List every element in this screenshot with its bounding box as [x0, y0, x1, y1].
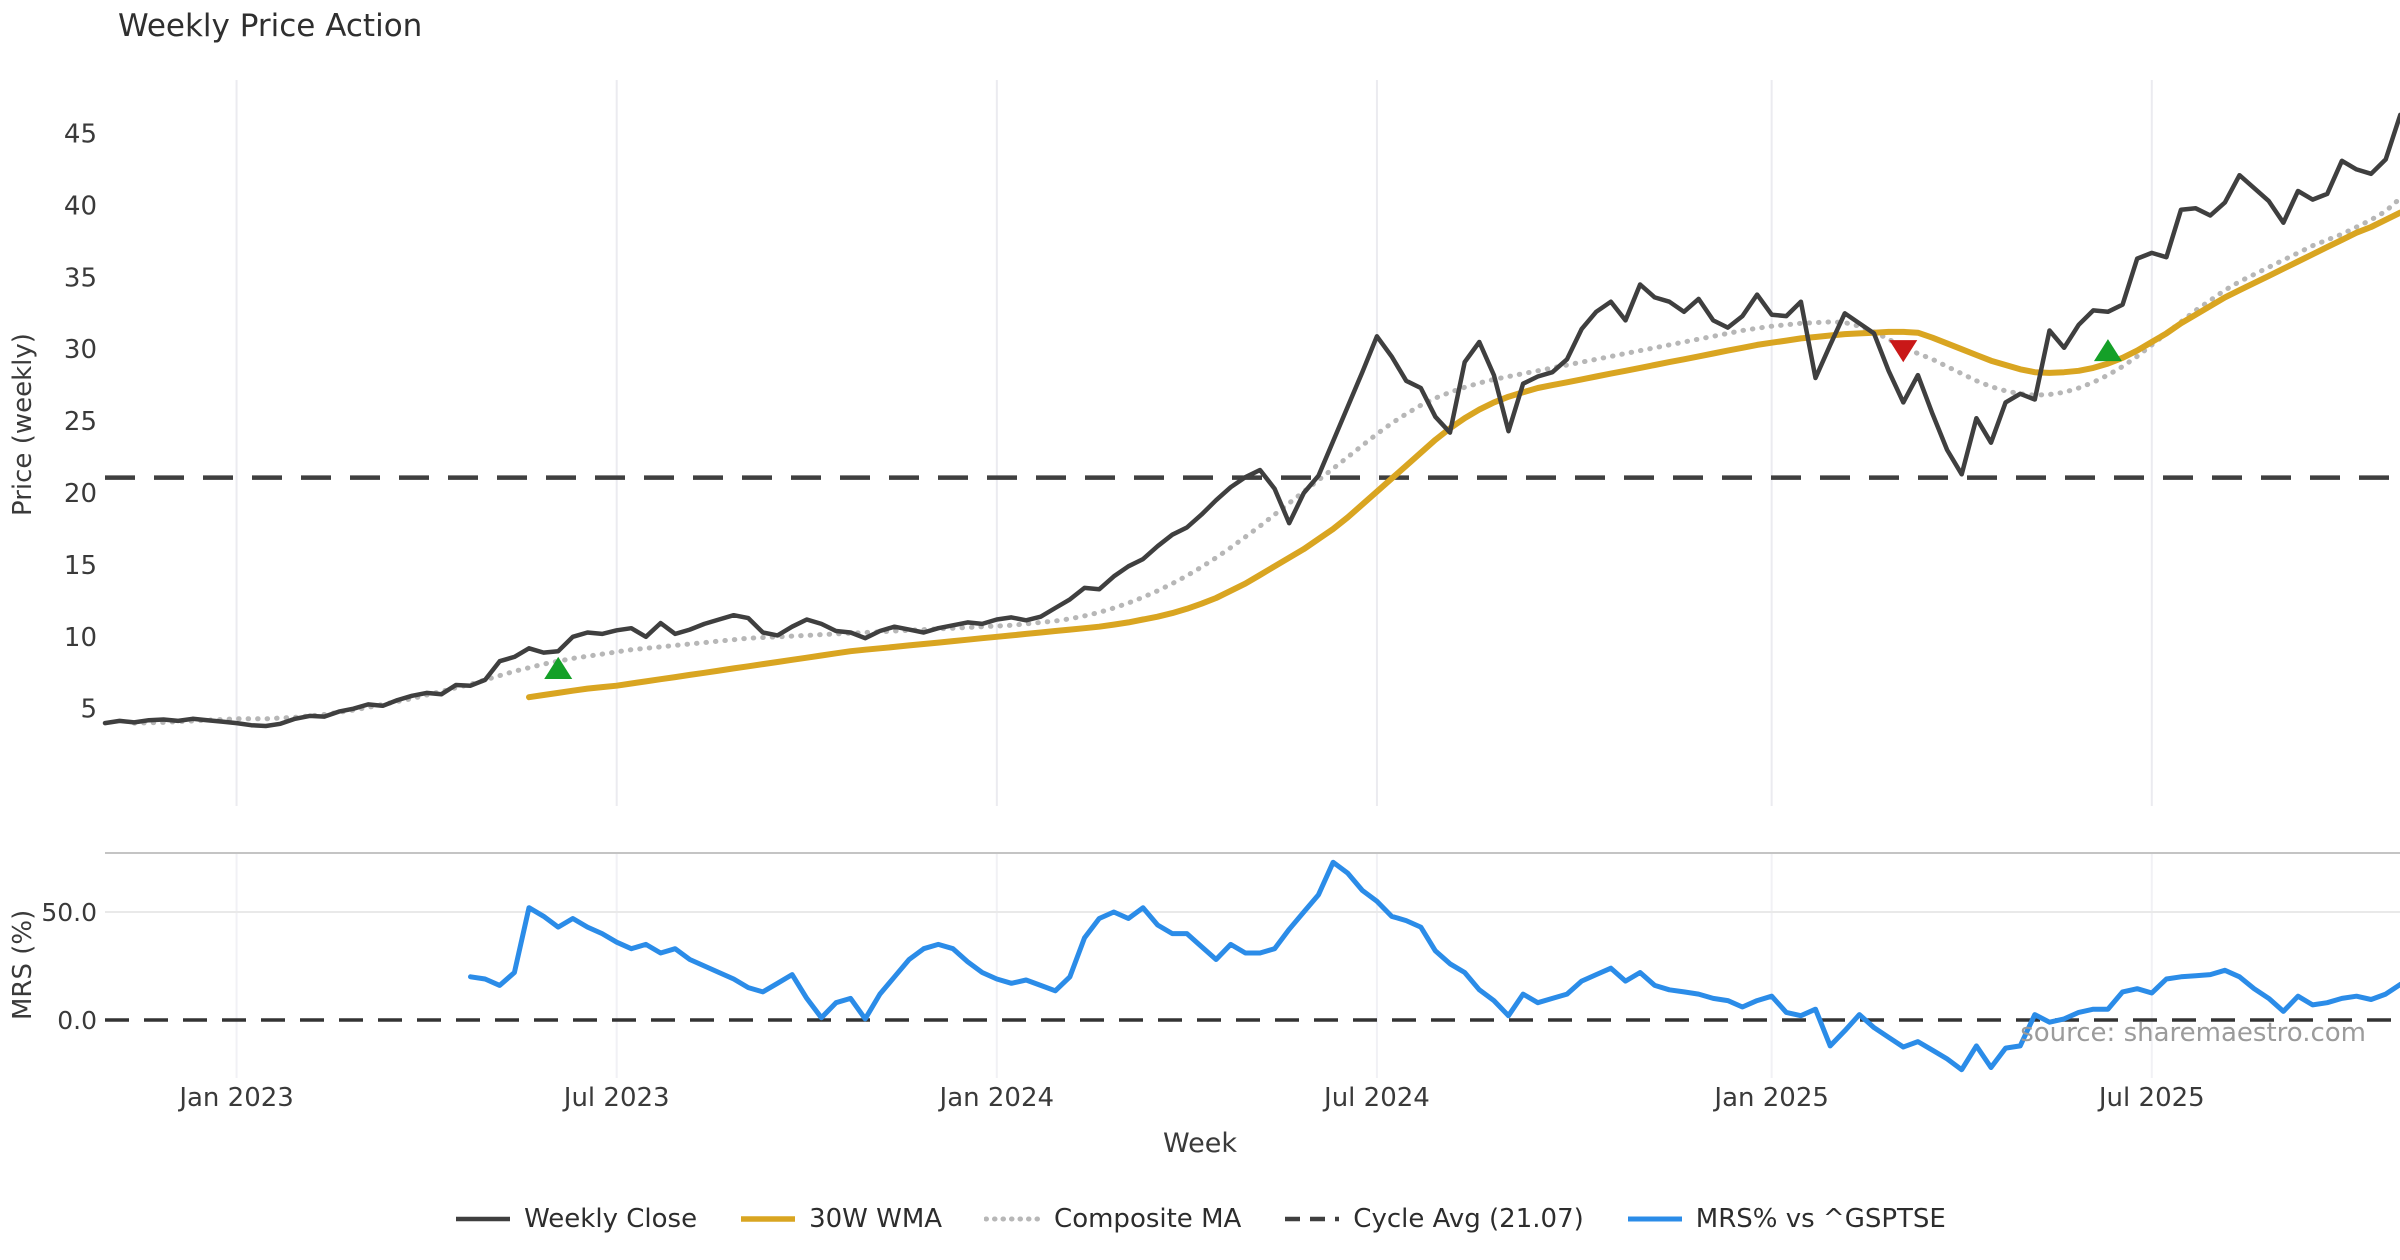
price-tick-label: 10 — [64, 623, 97, 653]
legend-solid-line-sample — [456, 1216, 511, 1222]
legend-item: Composite MA — [984, 1204, 1241, 1234]
price-tick-label: 45 — [64, 120, 97, 150]
composite-ma-line — [131, 195, 2400, 726]
legend-item: MRS% vs ^GSPTSE — [1626, 1204, 1946, 1234]
legend-dotted-line-sample — [984, 1216, 1043, 1222]
mrs-tick-label: 50.0 — [41, 898, 97, 927]
x-tick-label: Jul 2024 — [1322, 1083, 1430, 1113]
x-tick-label: Jul 2025 — [2097, 1083, 2205, 1113]
legend-solid-line-sample — [1627, 1216, 1682, 1222]
x-tick-label: Jan 2025 — [1712, 1083, 1829, 1113]
legend-label: MRS% vs ^GSPTSE — [1695, 1204, 1946, 1234]
buy-signal-marker — [2093, 339, 2122, 362]
price-tick-label: 40 — [64, 191, 97, 221]
legend-dashed-line-sample — [1285, 1216, 1340, 1222]
legend-solid-line-sample — [741, 1216, 796, 1222]
legend-label: 30W WMA — [809, 1204, 943, 1234]
buy-signal-marker — [544, 656, 573, 679]
sell-signal-marker — [1889, 340, 1918, 363]
legend-item: Cycle Avg (21.07) — [1283, 1204, 1584, 1234]
price-tick-label: 25 — [64, 407, 97, 437]
legend-item: Weekly Close — [454, 1204, 697, 1234]
week-axis-label: Week — [1163, 1128, 1237, 1159]
30w-wma-line — [526, 209, 2400, 701]
mrs-axis-label: MRS (%) — [8, 909, 38, 1021]
weekly-close-line — [102, 112, 2400, 729]
price-tick-label: 20 — [64, 479, 97, 509]
price-axis-label: Price (weekly) — [8, 333, 38, 517]
legend-item: 30W WMA — [739, 1204, 942, 1234]
chart-title: Weekly Price Action — [118, 8, 423, 44]
legend-label: Cycle Avg (21.07) — [1353, 1204, 1584, 1234]
price-tick-label: 5 — [80, 695, 97, 725]
x-tick-label: Jul 2023 — [562, 1083, 670, 1113]
legend: Weekly Close 30W WMA Composite MA Cycle Avg… — [0, 1204, 2400, 1234]
legend-label: Weekly Close — [524, 1204, 698, 1234]
mrs-vs-gsptse-line — [468, 859, 2400, 1073]
source-watermark: source: sharemaestro.com — [2020, 1018, 2366, 1048]
mrs-tick-label: 0.0 — [57, 1006, 97, 1035]
price-tick-label: 15 — [64, 551, 97, 581]
price-tick-label: 35 — [64, 263, 97, 293]
legend-label: Composite MA — [1054, 1204, 1242, 1234]
x-tick-label: Jan 2024 — [938, 1083, 1055, 1113]
price-tick-label: 30 — [64, 335, 97, 365]
x-tick-label: Jan 2023 — [177, 1083, 294, 1113]
